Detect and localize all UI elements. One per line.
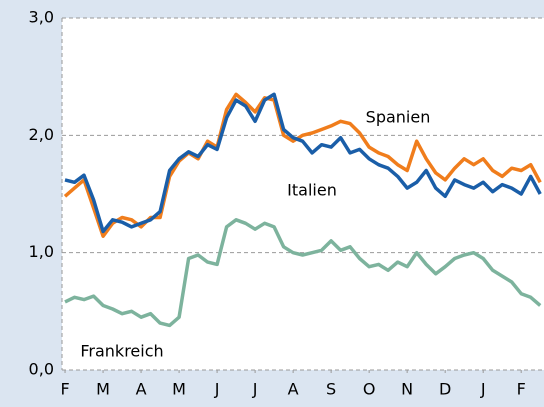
plot-area [62, 18, 544, 370]
y-tick-label: 1,0 [29, 242, 54, 261]
x-tick-label: F [517, 380, 526, 399]
x-tick-label: J [214, 380, 220, 399]
series-label: Italien [287, 181, 337, 200]
series-line [64, 218, 542, 328]
y-tick-label: 2,0 [29, 125, 54, 144]
x-tick-label: O [363, 380, 376, 399]
x-tick-label: J [480, 380, 486, 399]
x-tick-label: J [252, 380, 258, 399]
x-tick-label: M [172, 380, 186, 399]
x-tick-label: F [60, 380, 69, 399]
x-tick-label: M [96, 380, 110, 399]
series-label: Spanien [366, 108, 431, 127]
y-tick-label: 0,0 [29, 360, 54, 379]
series-label: Frankreich [80, 342, 163, 361]
x-tick-label: D [439, 380, 451, 399]
x-tick-label: A [288, 380, 299, 399]
series-line [64, 92, 542, 234]
x-tick-label: N [401, 380, 413, 399]
y-tick-label: 3,0 [29, 8, 54, 27]
x-tick-label: S [326, 380, 336, 399]
x-tick-label: A [136, 380, 147, 399]
